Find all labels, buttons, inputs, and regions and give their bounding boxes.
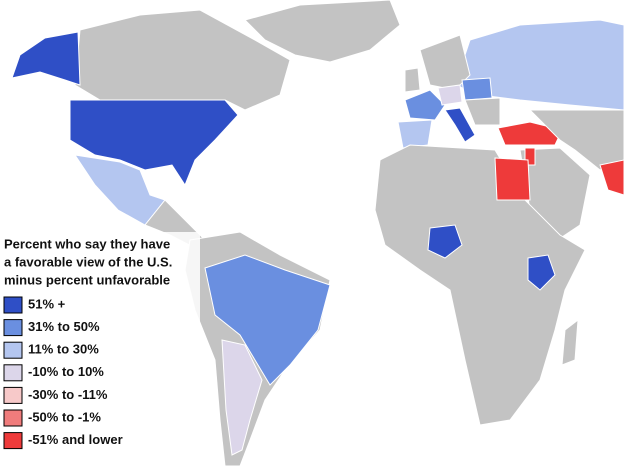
legend-label: 31% to 50% [28, 319, 100, 334]
legend-title: Percent who say they have [4, 236, 170, 251]
legend-title: a favorable view of the U.S. [4, 254, 172, 269]
central-asia [528, 109, 624, 171]
uk [404, 67, 421, 93]
spain [397, 119, 433, 149]
legend-label: -30% to -11% [28, 387, 108, 402]
pakistan [599, 159, 624, 196]
legend-swatch [3, 364, 23, 382]
usa [69, 99, 239, 187]
legend-swatch [3, 409, 23, 427]
legend-label: -50% to -1% [28, 409, 101, 424]
greenland [244, 0, 401, 63]
legend: Percent who say they have a favorable vie… [0, 232, 200, 456]
egypt [494, 157, 531, 201]
legend-title: minus percent unfavorable [4, 272, 170, 287]
madagascar [561, 318, 579, 366]
kenya [527, 254, 556, 291]
legend-label: -10% to 10% [28, 364, 104, 379]
italy [444, 107, 476, 143]
brazil [204, 254, 331, 386]
germany [437, 84, 463, 106]
legend-label: -51% and lower [28, 432, 123, 447]
legend-background [0, 232, 200, 456]
legend-label: 51% + [28, 296, 66, 311]
canada [74, 9, 291, 111]
poland [461, 77, 493, 101]
argentina [221, 339, 263, 456]
alaska [11, 31, 81, 86]
legend-swatch [3, 341, 23, 359]
balkans [464, 97, 501, 126]
legend-swatch [3, 296, 23, 314]
legend-label: 11% to 30% [28, 342, 99, 357]
nigeria [427, 224, 463, 259]
france [404, 89, 446, 121]
legend-swatch [3, 319, 23, 337]
legend-swatch [3, 432, 23, 450]
legend-swatch [3, 386, 23, 404]
